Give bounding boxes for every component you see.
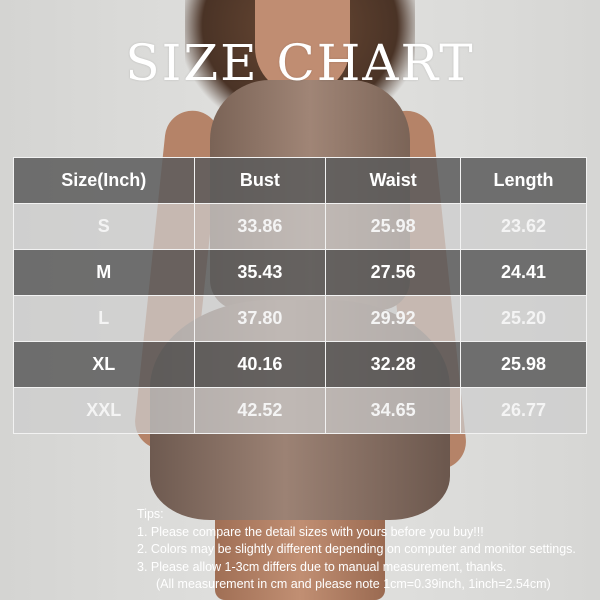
model-face (255, 0, 350, 95)
cell-bust: 33.86 (193, 203, 327, 250)
cell-size: L (13, 295, 195, 342)
cell-waist: 25.98 (325, 203, 461, 250)
table-row: S 33.86 25.98 23.62 (13, 203, 588, 250)
table-row: XL 40.16 32.28 25.98 (13, 341, 588, 388)
tips-heading: Tips: (137, 507, 164, 521)
tip-line: 2. Colors may be slightly different depe… (137, 542, 576, 556)
header-waist: Waist (325, 157, 461, 204)
cell-bust: 35.43 (193, 249, 327, 296)
table-row: L 37.80 29.92 25.20 (13, 295, 588, 342)
cell-bust: 42.52 (193, 387, 327, 434)
cell-length: 24.41 (459, 249, 588, 296)
cell-waist: 34.65 (325, 387, 461, 434)
cell-size: XXL (13, 387, 195, 434)
cell-size: XL (13, 341, 195, 388)
cell-size: S (13, 203, 195, 250)
header-bust: Bust (193, 157, 327, 204)
cell-length: 26.77 (459, 387, 588, 434)
size-table: Size(Inch) Bust Waist Length S 33.86 25.… (13, 157, 588, 434)
cell-waist: 32.28 (325, 341, 461, 388)
cell-bust: 40.16 (193, 341, 327, 388)
cell-length: 25.98 (459, 341, 588, 388)
tip-note: (All measurement in cm and please note 1… (156, 577, 551, 591)
cell-length: 23.62 (459, 203, 588, 250)
table-row: M 35.43 27.56 24.41 (13, 249, 588, 296)
cell-waist: 29.92 (325, 295, 461, 342)
tips-section: Tips: 1. Please compare the detail sizes… (137, 506, 576, 594)
table-header-row: Size(Inch) Bust Waist Length (13, 157, 588, 204)
header-size: Size(Inch) (13, 157, 195, 204)
table-row: XXL 42.52 34.65 26.77 (13, 387, 588, 434)
tip-line: 1. Please compare the detail sizes with … (137, 524, 484, 539)
header-length: Length (459, 157, 588, 204)
tip-line: 3. Please allow 1-3cm differs due to man… (137, 559, 507, 574)
cell-bust: 37.80 (193, 295, 327, 342)
page-title: SIZE CHART (125, 34, 475, 92)
cell-waist: 27.56 (325, 249, 461, 296)
cell-length: 25.20 (459, 295, 588, 342)
cell-size: M (13, 249, 195, 296)
